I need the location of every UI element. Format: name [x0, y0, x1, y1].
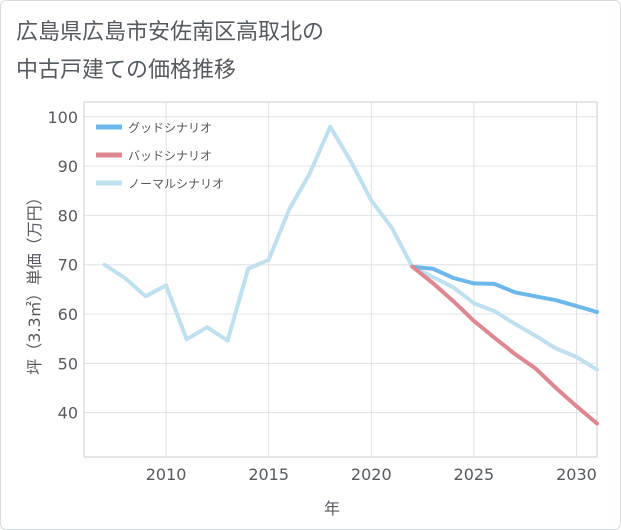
chart-title: 広島県広島市安佐南区高取北の 中古戸建ての価格推移	[16, 14, 576, 90]
x-tick-label: 2020	[351, 465, 392, 484]
x-axis-ticks: 2010 2015 2020 2025 2030	[146, 465, 597, 484]
y-tick-label: 40	[58, 404, 78, 423]
y-tick-label: 70	[58, 256, 78, 275]
plot-area	[83, 101, 598, 458]
legend-label-normal-scenario: ノーマルシナリオ	[128, 177, 224, 191]
y-tick-label: 60	[58, 305, 78, 324]
legend-label-good-scenario: グッドシナリオ	[128, 121, 212, 135]
chart-title-line-2: 中古戸建ての価格推移	[16, 58, 237, 83]
x-tick-label: 2025	[454, 465, 495, 484]
y-tick-label: 100	[47, 108, 78, 127]
y-tick-label: 90	[58, 157, 78, 176]
legend-label-bad-scenario: バッドシナリオ	[128, 149, 212, 163]
x-tick-label: 2030	[556, 465, 597, 484]
series-layer	[102, 124, 599, 426]
y-axis-title: 坪（3.3㎡）単価（万円）	[25, 189, 44, 374]
series-line-bad-scenario	[410, 264, 599, 426]
y-axis-ticks: 40 50 60 70 80 90 100	[47, 108, 78, 423]
series-line-good-scenario	[410, 264, 599, 314]
x-axis-title: 年	[324, 499, 340, 518]
series-line-normal-scenario	[102, 124, 599, 372]
y-tick-label: 80	[58, 206, 78, 225]
grid-lines	[84, 102, 597, 457]
x-tick-label: 2010	[146, 465, 187, 484]
y-tick-label: 50	[58, 354, 78, 373]
x-tick-label: 2015	[248, 465, 289, 484]
chart-title-line-1: 広島県広島市安佐南区高取北の	[16, 20, 325, 45]
